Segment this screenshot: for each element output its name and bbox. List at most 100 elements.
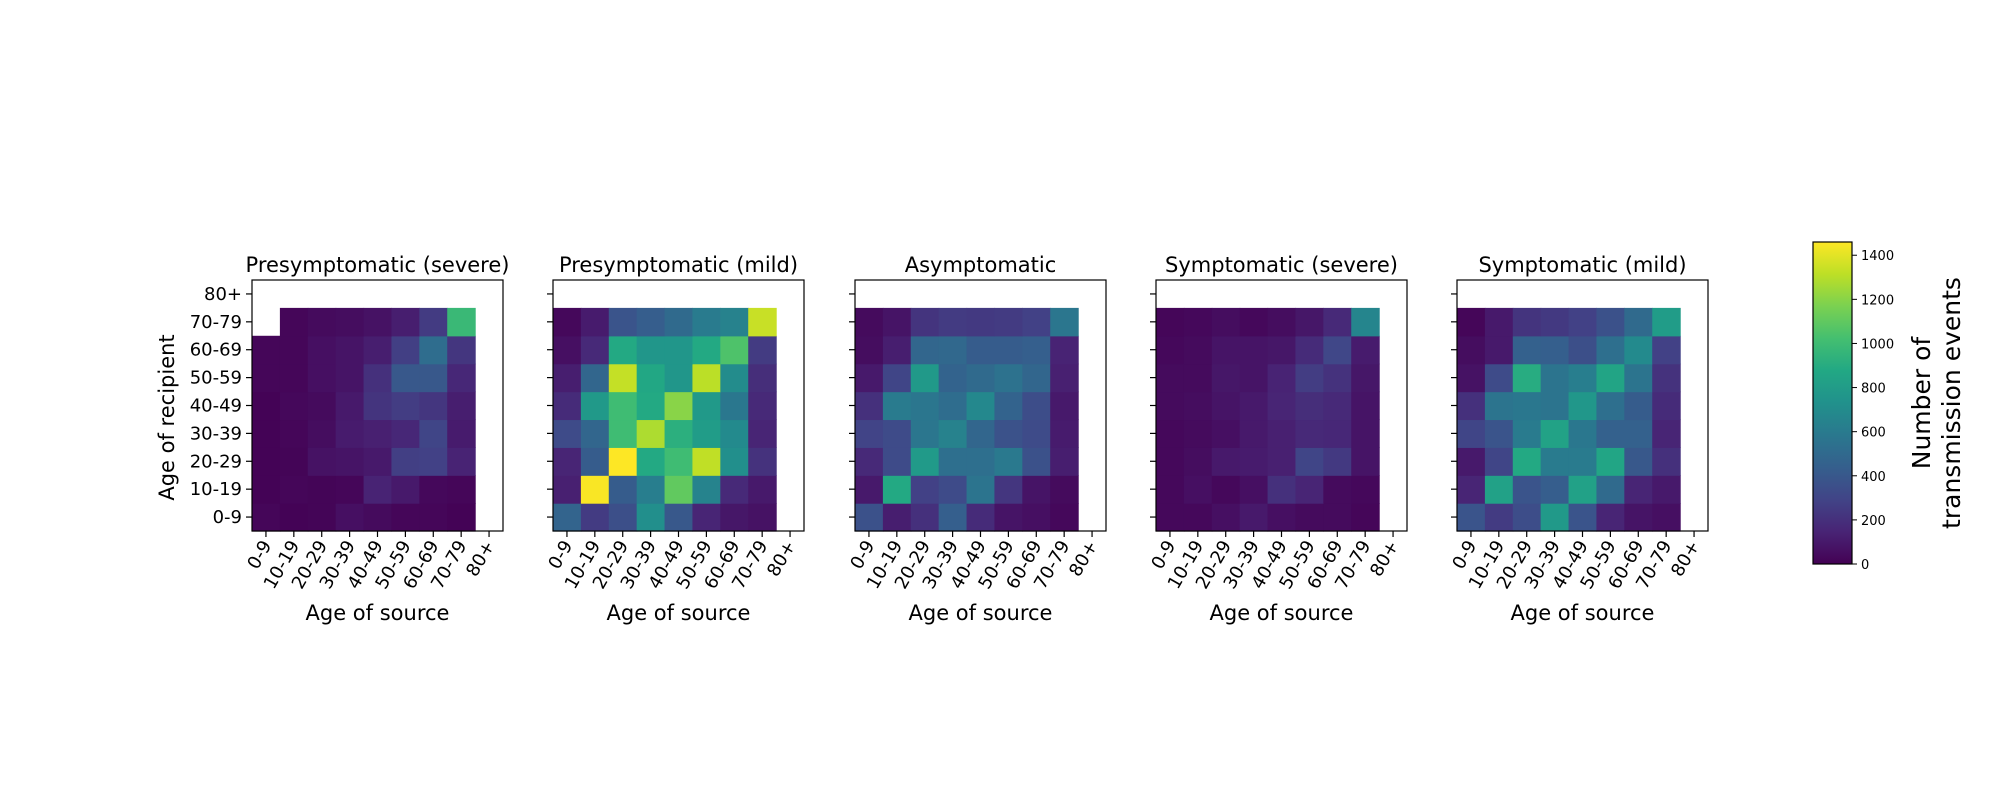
x-tick-label: 80+ xyxy=(763,537,800,580)
heatmap-cell xyxy=(966,307,996,337)
heatmap-cell xyxy=(994,335,1023,365)
x-axis-label: Age of source xyxy=(1511,601,1655,625)
heatmap-cell xyxy=(1484,363,1514,393)
heatmap-cell xyxy=(447,307,476,337)
panel-title: Presymptomatic (mild) xyxy=(559,253,798,277)
heatmap-cell xyxy=(1512,363,1542,393)
heatmap-cell xyxy=(748,447,777,476)
heatmap-cell xyxy=(1540,447,1570,476)
heatmap-cell xyxy=(1568,391,1598,421)
heatmap-cell xyxy=(1596,447,1625,476)
heatmap-cell xyxy=(1295,335,1324,365)
heatmap-cell xyxy=(447,391,476,421)
heatmap-cell xyxy=(1596,363,1625,393)
heatmap-cell xyxy=(664,391,694,421)
heatmap-cell xyxy=(720,391,749,421)
heatmap-cell xyxy=(1624,391,1653,421)
heatmap-cell xyxy=(1540,307,1570,337)
heatmap-cell xyxy=(335,335,365,365)
heatmap-cell xyxy=(692,419,721,448)
heatmap-cell xyxy=(1624,335,1653,365)
heatmap-cell xyxy=(1050,475,1079,504)
heatmap-cell xyxy=(419,475,448,504)
heatmap-cell xyxy=(692,363,721,393)
heatmap-cell xyxy=(692,307,721,337)
x-axis-label: Age of source xyxy=(1210,601,1354,625)
heatmap-cell xyxy=(1295,475,1324,504)
heatmap-cell xyxy=(1050,363,1079,393)
heatmap-cell xyxy=(1351,335,1380,365)
heatmap-cell xyxy=(748,335,777,365)
heatmap-cell xyxy=(608,419,638,448)
heatmap-cell xyxy=(748,475,777,504)
heatmap-cell xyxy=(252,447,281,476)
heatmap-cell xyxy=(1540,475,1570,504)
heatmap-cell xyxy=(1295,307,1324,337)
heatmap-cell xyxy=(307,363,337,393)
heatmap-cell xyxy=(580,335,610,365)
heatmap-cell xyxy=(419,363,448,393)
heatmap-cell xyxy=(664,419,694,448)
heatmap-cell xyxy=(553,419,582,448)
heatmap-cell xyxy=(1183,307,1213,337)
heatmap-panel-4: Symptomatic (severe)0-910-1920-2930-3940… xyxy=(1147,253,1408,625)
heatmap-cell xyxy=(1351,391,1380,421)
heatmap-cell xyxy=(391,419,420,448)
heatmap-panel-2: Presymptomatic (mild)0-910-1920-2930-394… xyxy=(544,253,805,625)
heatmap-cell xyxy=(1183,503,1213,532)
heatmap-cell xyxy=(1156,419,1185,448)
heatmap-cell xyxy=(1239,503,1269,532)
heatmap-cell xyxy=(447,419,476,448)
heatmap-cell xyxy=(1156,307,1185,337)
heatmap-cell xyxy=(1484,391,1514,421)
heatmap-cell xyxy=(1540,503,1570,532)
y-tick-label: 40-49 xyxy=(190,396,242,417)
heatmap-cell xyxy=(1568,419,1598,448)
heatmap-cell xyxy=(1624,447,1653,476)
heatmap-cell xyxy=(1323,307,1352,337)
heatmap-cell xyxy=(1295,503,1324,532)
colorbar-tick-label: 200 xyxy=(1861,514,1886,529)
heatmap-cell xyxy=(692,335,721,365)
heatmap-cell xyxy=(1267,447,1297,476)
heatmap-cell xyxy=(882,335,912,365)
heatmap-cell xyxy=(1596,475,1625,504)
colorbar-frame xyxy=(1812,241,1853,565)
heatmap-cell xyxy=(1156,475,1185,504)
heatmap-cell xyxy=(279,307,309,337)
panel-title: Symptomatic (mild) xyxy=(1478,253,1686,277)
heatmap-cell xyxy=(1512,419,1542,448)
heatmap-cell xyxy=(447,503,476,532)
y-tick-label: 10-19 xyxy=(190,479,242,500)
colorbar-gradient xyxy=(1813,242,1852,564)
heatmap-cell xyxy=(1183,363,1213,393)
heatmap-cell xyxy=(580,391,610,421)
colorbar-label-line1: Number of xyxy=(1907,336,1936,470)
heatmap-cell xyxy=(1022,447,1051,476)
heatmap-cell xyxy=(882,363,912,393)
heatmap-cell xyxy=(910,503,940,532)
heatmap-cell xyxy=(855,363,884,393)
heatmap-cell xyxy=(553,307,582,337)
heatmap-cell xyxy=(307,307,337,337)
heatmap-cell xyxy=(938,503,968,532)
heatmap-cell xyxy=(1050,447,1079,476)
heatmap-cell xyxy=(910,391,940,421)
y-tick-label: 80+ xyxy=(204,284,242,305)
heatmap-panel-3: Asymptomatic0-910-1920-2930-3940-4950-59… xyxy=(846,253,1107,625)
heatmap-cell xyxy=(938,419,968,448)
heatmap-cell xyxy=(1050,419,1079,448)
heatmap-cell xyxy=(1295,363,1324,393)
heatmap-cell xyxy=(1211,475,1241,504)
heatmap-cell xyxy=(1624,419,1653,448)
heatmap-cell xyxy=(1050,307,1079,337)
heatmap-cell xyxy=(279,335,309,365)
heatmap-cell xyxy=(1512,391,1542,421)
heatmap-cell xyxy=(720,447,749,476)
heatmap-cell xyxy=(553,503,582,532)
heatmap-cell xyxy=(335,391,365,421)
heatmap-cell xyxy=(882,307,912,337)
heatmap-cell xyxy=(1652,335,1681,365)
heatmap-cell xyxy=(580,419,610,448)
heatmap-cell xyxy=(1457,363,1486,393)
